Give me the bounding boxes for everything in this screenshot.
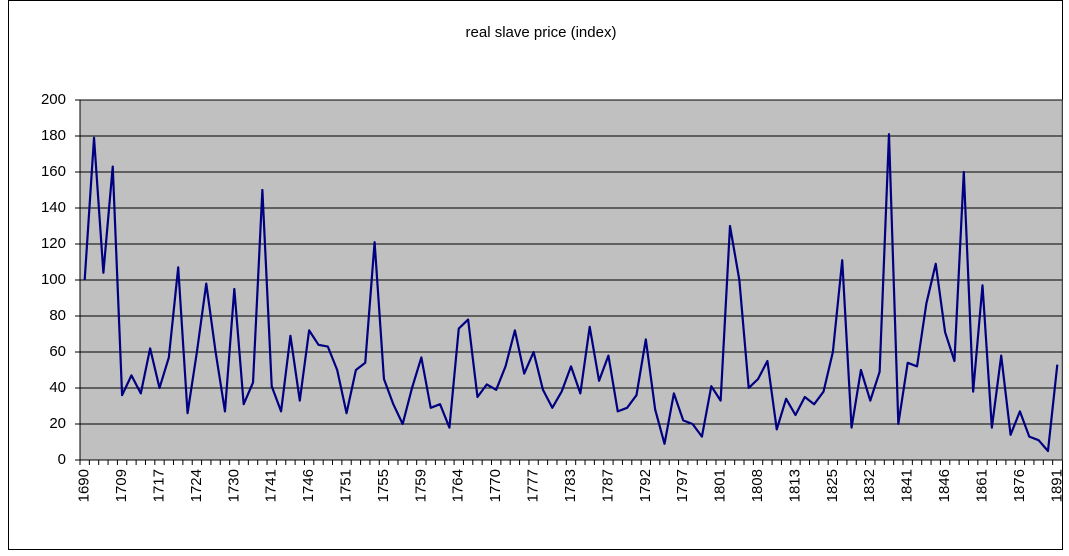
y-tick-label: 180 [41,127,66,144]
x-tick-label: 1891 [1048,469,1065,502]
y-tick-label: 100 [41,271,66,288]
x-tick-label: 1861 [973,469,990,502]
y-tick-label: 80 [49,307,66,324]
x-tick-label: 1759 [412,469,429,502]
x-tick-label: 1876 [1011,469,1028,502]
x-tick-label: 1808 [749,469,766,502]
x-tick-label: 1797 [674,469,691,502]
x-tick-label: 1777 [525,469,542,502]
x-tick-label: 1783 [562,469,579,502]
y-tick-label: 0 [58,451,66,468]
y-tick-label: 40 [49,379,66,396]
x-tick-label: 1832 [861,469,878,502]
x-tick-label: 1846 [936,469,953,502]
y-tick-label: 160 [41,163,66,180]
data-line [83,133,1059,453]
x-tick-label: 1764 [450,469,467,502]
x-tick-label: 1813 [786,469,803,502]
x-tick-label: 1770 [487,469,504,502]
x-tick-label: 1741 [263,469,280,502]
y-tick-label: 60 [49,343,66,360]
x-tick-label: 1709 [113,469,130,502]
x-tick-label: 1787 [599,469,616,502]
x-tick-label: 1755 [375,469,392,502]
x-tick-label: 1717 [150,469,167,502]
x-tick-label: 1690 [76,469,93,502]
x-tick-label: 1724 [188,469,205,502]
y-tick-label: 140 [41,199,66,216]
y-tick-label: 20 [49,415,66,432]
x-tick-label: 1751 [338,469,355,502]
x-tick-label: 1801 [712,469,729,502]
x-tick-label: 1841 [899,469,916,502]
y-tick-label: 200 [41,91,66,108]
x-tick-label: 1792 [637,469,654,502]
x-tick-label: 1730 [225,469,242,502]
chart-title: real slave price (index) [466,24,617,41]
x-tick-label: 1746 [300,469,317,502]
y-tick-label: 120 [41,235,66,252]
x-tick-label: 1825 [824,469,841,502]
